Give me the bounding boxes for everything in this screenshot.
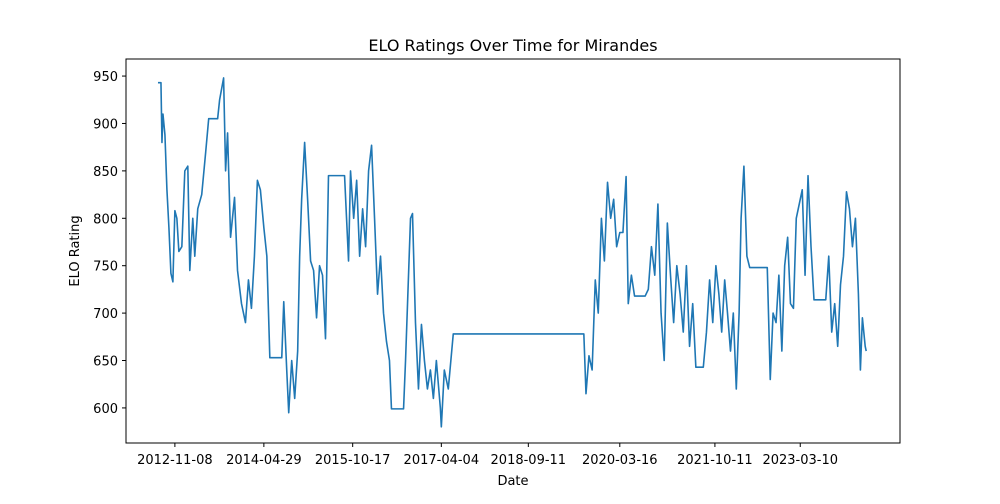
x-tick-label: 2017-04-04 — [404, 453, 480, 468]
x-tick-label: 2021-10-11 — [677, 453, 753, 468]
y-axis-label: ELO Rating — [68, 215, 83, 286]
y-tick-label: 900 — [93, 117, 118, 132]
y-tick-label: 850 — [93, 165, 118, 180]
x-tick-label: 2012-11-08 — [137, 453, 213, 468]
x-axis-label: Date — [497, 474, 528, 489]
x-tick-label: 2014-04-29 — [226, 453, 302, 468]
x-tick-label: 2015-10-17 — [315, 453, 391, 468]
y-tick-label: 950 — [93, 70, 118, 85]
y-tick-label: 700 — [93, 307, 118, 322]
plot-frame — [125, 58, 901, 444]
chart-title: ELO Ratings Over Time for Mirandes — [368, 36, 657, 55]
y-tick-label: 800 — [93, 212, 118, 227]
series-line — [157, 77, 867, 428]
x-tick-label: 2020-03-16 — [582, 453, 658, 468]
y-tick-label: 750 — [93, 260, 118, 275]
y-tick-label: 600 — [93, 402, 118, 417]
y-tick-label: 650 — [93, 355, 118, 370]
x-tick-label: 2023-03-10 — [762, 453, 838, 468]
x-tick-label: 2018-09-11 — [491, 453, 567, 468]
